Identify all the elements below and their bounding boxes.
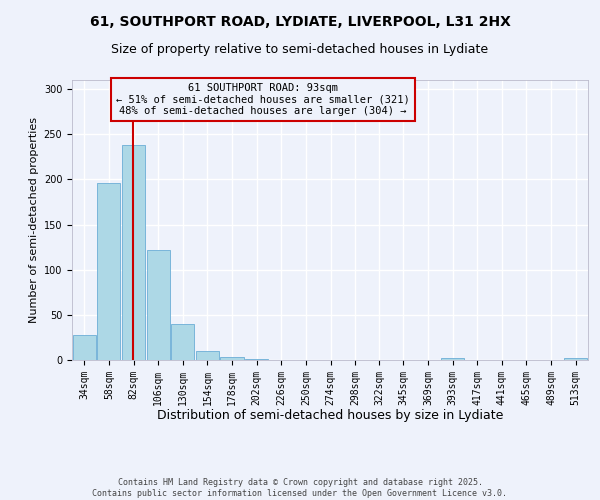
Bar [146,250,170,360]
Bar [564,358,587,360]
Bar [196,351,219,360]
Y-axis label: Number of semi-detached properties: Number of semi-detached properties [29,117,40,323]
Bar [97,183,121,360]
Bar [73,334,96,360]
Bar [220,358,244,360]
Text: 61, SOUTHPORT ROAD, LYDIATE, LIVERPOOL, L31 2HX: 61, SOUTHPORT ROAD, LYDIATE, LIVERPOOL, … [89,15,511,29]
Text: 61 SOUTHPORT ROAD: 93sqm
← 51% of semi-detached houses are smaller (321)
48% of : 61 SOUTHPORT ROAD: 93sqm ← 51% of semi-d… [116,83,410,116]
X-axis label: Distribution of semi-detached houses by size in Lydiate: Distribution of semi-detached houses by … [157,409,503,422]
Bar [122,145,145,360]
Bar [441,358,464,360]
Bar [245,359,268,360]
Bar [171,324,194,360]
Text: Contains HM Land Registry data © Crown copyright and database right 2025.
Contai: Contains HM Land Registry data © Crown c… [92,478,508,498]
Text: Size of property relative to semi-detached houses in Lydiate: Size of property relative to semi-detach… [112,42,488,56]
